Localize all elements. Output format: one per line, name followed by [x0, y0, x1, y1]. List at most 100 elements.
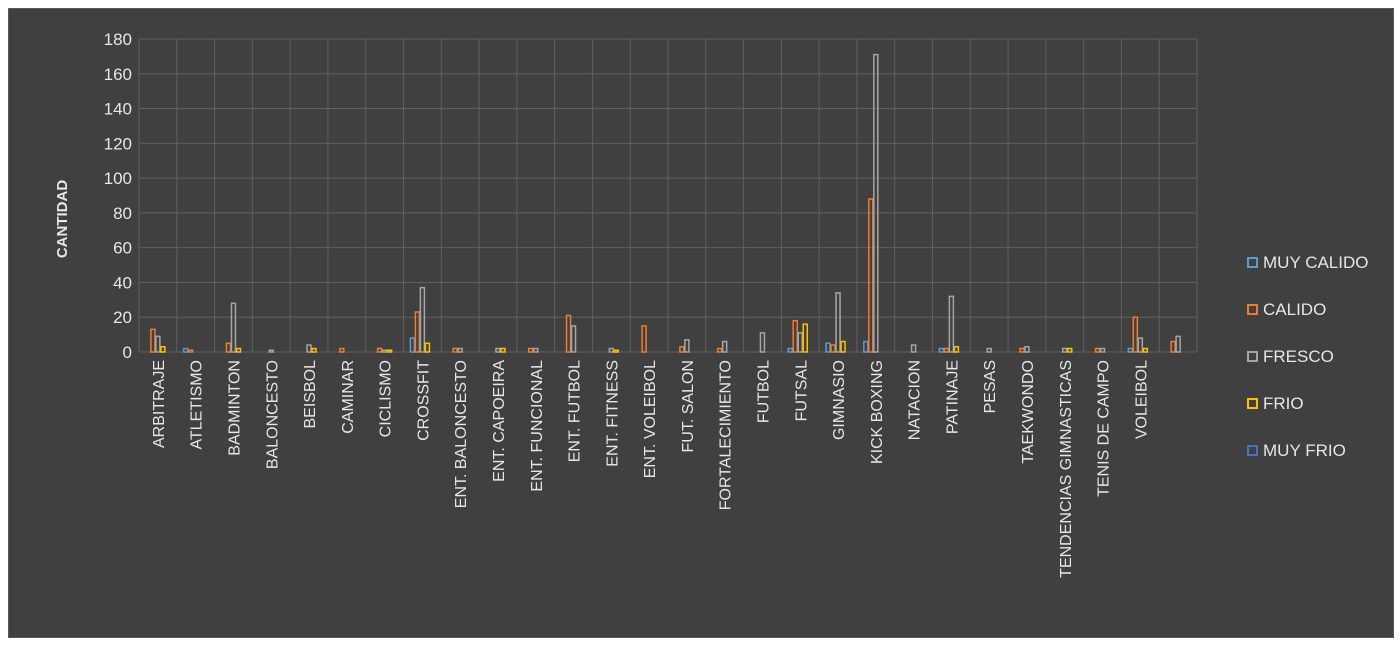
bar-calido [225, 342, 232, 353]
legend-label: FRESCO [1263, 346, 1334, 366]
bar-fresco [533, 347, 539, 353]
bar-calido [1094, 347, 1101, 353]
x-tick-label: ATLETISMO [189, 360, 206, 450]
bar-fresco [797, 332, 803, 353]
bar-muy-calido [863, 340, 869, 353]
bar-frio [613, 349, 620, 353]
x-tick-label: PATINAJE [944, 360, 961, 434]
legend-item: FRESCO [1247, 333, 1369, 380]
y-tick-label: 160 [104, 65, 132, 84]
legend-label: CALIDO [1263, 299, 1327, 319]
legend-item: MUY CALIDO [1247, 239, 1369, 286]
legend-swatch [1247, 445, 1258, 456]
bar-calido [565, 314, 572, 353]
legend-item: FRIO [1247, 380, 1369, 427]
x-tick-label: TENIS DE CAMPO [1096, 360, 1113, 497]
bar-calido [1019, 347, 1025, 353]
bar-fresco [1024, 346, 1030, 353]
x-tick-label: FUTSAL [793, 360, 810, 421]
x-tick-label: NATACION [907, 360, 924, 440]
x-tick-label: GIMNASIO [831, 360, 848, 440]
bar-fresco [495, 347, 501, 353]
y-tick-label: 40 [113, 273, 132, 292]
legend-swatch [1247, 351, 1258, 362]
bar-calido [1132, 316, 1139, 353]
x-tick-label: KICK BOXING [869, 360, 886, 464]
bar-calido [528, 347, 534, 353]
legend-label: MUY FRIO [1263, 440, 1346, 460]
bar-frio [1067, 347, 1073, 353]
bar-fresco [381, 349, 388, 353]
x-tick-labels: ARBITRAJE ATLETISMO BADMINTON BALONCESTO BEI… [151, 360, 1150, 578]
bar-calido [641, 325, 647, 353]
x-tick-label: CROSSFIT [415, 360, 432, 441]
x-tick-label: BADMINTON [226, 360, 243, 456]
bar-fresco [608, 347, 615, 353]
bar-frio [386, 349, 393, 353]
bar-calido [868, 198, 874, 353]
legend-item: CALIDO [1247, 286, 1369, 333]
bar-calido [187, 349, 194, 353]
x-tick-label: CAMINAR [340, 360, 357, 434]
bar-muy-calido [182, 347, 189, 353]
x-tick-label: TENDENCIAS GIMNASTICAS [1058, 360, 1075, 578]
bar-calido [376, 347, 383, 353]
bar-fresco [684, 339, 690, 353]
bar-fresco [1099, 347, 1106, 353]
x-tick-label: ENT. CAPOEIRA [491, 360, 508, 482]
bar-frio [1142, 347, 1149, 353]
y-axis-label: CANTIDAD [54, 180, 71, 258]
bar-fresco [1175, 335, 1181, 353]
bar-calido [830, 344, 836, 353]
bar-fresco [873, 53, 879, 353]
bar-fresco [1137, 337, 1144, 353]
bar-calido [452, 347, 458, 353]
bar-calido [792, 319, 798, 353]
bar-fresco [155, 335, 161, 353]
chart-area: 0 20 40 60 80 100 120 140 160 180 ARBITRAJE ATLETI… [8, 8, 1394, 638]
y-tick-label: 0 [123, 343, 132, 362]
x-tick-label: ENT. FUNCIONAL [529, 360, 546, 492]
legend-label: FRIO [1263, 393, 1304, 413]
bar-fresco [306, 344, 312, 353]
bar-calido [414, 311, 421, 353]
bar-calido [716, 347, 723, 353]
x-tick-label: FORTALECIMIENTO [718, 360, 735, 510]
bar-fresco [1062, 347, 1068, 353]
bar-muy-calido [938, 347, 945, 353]
bar-fresco [268, 349, 274, 353]
bar-muy-calido [1127, 347, 1134, 353]
gridlines [138, 38, 1198, 353]
bar-fresco [948, 295, 955, 353]
bar-calido [150, 328, 156, 353]
x-tick-label: PESAS [982, 360, 999, 413]
legend-swatch [1247, 398, 1258, 409]
bar-fresco [759, 332, 766, 353]
x-tick-label: ENT. BALONCESTO [453, 360, 470, 508]
y-tick-label: 180 [104, 30, 132, 49]
bar-fresco [835, 292, 841, 353]
bar-fresco [570, 325, 577, 353]
legend-swatch [1247, 304, 1258, 315]
x-tick-label: CICLISMO [378, 360, 395, 437]
bar-calido [339, 347, 345, 353]
bar-frio [840, 340, 846, 353]
legend-item: MUY FRIO [1247, 427, 1369, 474]
x-tick-label: ENT. FUTBOL [567, 360, 584, 462]
x-tick-label: ARBITRAJE [151, 360, 168, 448]
y-tick-label: 120 [104, 134, 132, 153]
y-tick-label: 140 [104, 100, 132, 119]
y-tick-labels: 0 20 40 60 80 100 120 140 160 180 [104, 30, 132, 362]
y-tick-label: 80 [113, 204, 132, 223]
bar-frio [160, 346, 166, 353]
x-tick-label: FUTBOL [755, 360, 772, 423]
bar-muy-calido [409, 337, 416, 353]
bars [150, 53, 1181, 353]
y-tick-label: 20 [113, 308, 132, 327]
bar-frio [424, 342, 431, 353]
bar-fresco [721, 340, 728, 353]
bar-muy-calido [787, 347, 793, 353]
x-tick-label: ENT. FITNESS [604, 360, 621, 467]
x-tick-label: BALONCESTO [264, 360, 281, 469]
x-tick-label: ENT. VOLEIBOL [642, 360, 659, 478]
